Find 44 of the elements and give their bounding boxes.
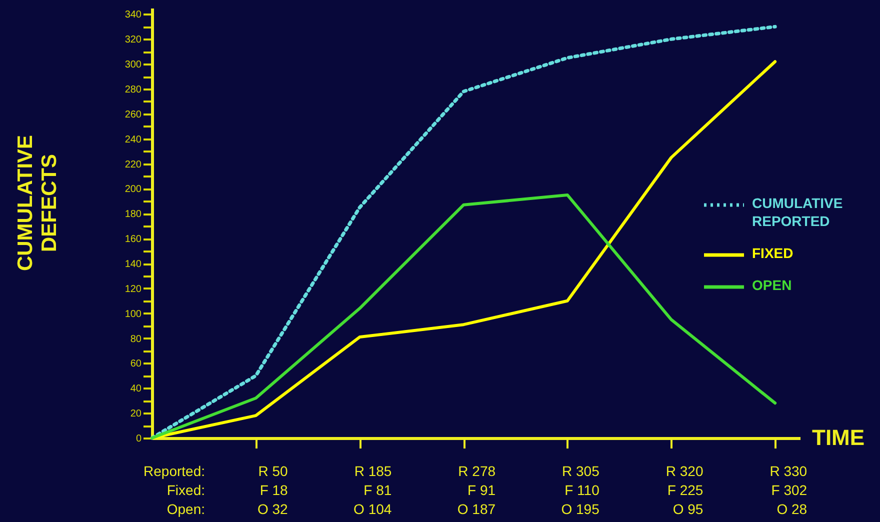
y-tick-label: 260: [124, 109, 142, 120]
data-label: O 95: [672, 501, 704, 517]
y-tick-label: 140: [124, 259, 142, 270]
y-tick-label: 300: [124, 60, 142, 71]
y-tick-label: 280: [124, 84, 142, 96]
text: Reported:: [144, 463, 205, 479]
y-tick-label: 200: [124, 184, 142, 196]
data-label: R 305: [562, 463, 600, 479]
y-tick-label: 340: [124, 10, 142, 21]
data-label: R 50: [258, 463, 288, 479]
y-tick-label: 100: [124, 308, 142, 320]
data-label: F 91: [468, 482, 496, 498]
legend-label: OPEN: [752, 277, 792, 293]
data-label: F 110: [564, 482, 600, 498]
y-axis-title: CUMULATIVE DEFECTS: [14, 134, 61, 272]
data-label: O 28: [776, 501, 808, 517]
y-tick-label: 220: [124, 159, 142, 170]
text: Open:: [166, 501, 205, 517]
text: Fixed:: [166, 482, 205, 498]
legend-label: FIXED: [752, 245, 794, 261]
data-label: F 302: [771, 482, 808, 498]
y-tick-label: 80: [130, 334, 142, 345]
y-tick-label: 180: [124, 209, 142, 220]
data-label: F 225: [667, 482, 704, 498]
y-tick-label: 20: [130, 408, 142, 420]
y-tick-label: 120: [124, 284, 142, 295]
y-tick-label: 240: [124, 134, 142, 146]
data-label: O 32: [257, 501, 288, 517]
data-label: R 185: [354, 463, 392, 479]
data-label: O 104: [354, 501, 392, 517]
data-label: R 330: [770, 463, 808, 479]
data-label: F 18: [260, 482, 288, 498]
y-tick-label: 0: [136, 434, 142, 444]
data-label: R 320: [666, 463, 704, 479]
x-axis-title: TIME: [812, 425, 865, 450]
y-tick-label: 40: [130, 384, 142, 395]
y-tick-label: 60: [130, 358, 142, 370]
data-label: R 278: [458, 463, 496, 479]
data-label: O 195: [561, 501, 600, 517]
data-label: O 187: [457, 501, 496, 517]
data-label: F 81: [364, 482, 392, 498]
legend-label: CUMULATIVE REPORTED: [752, 195, 843, 229]
y-tick-label: 160: [124, 234, 142, 246]
y-tick-label: 320: [124, 34, 142, 46]
